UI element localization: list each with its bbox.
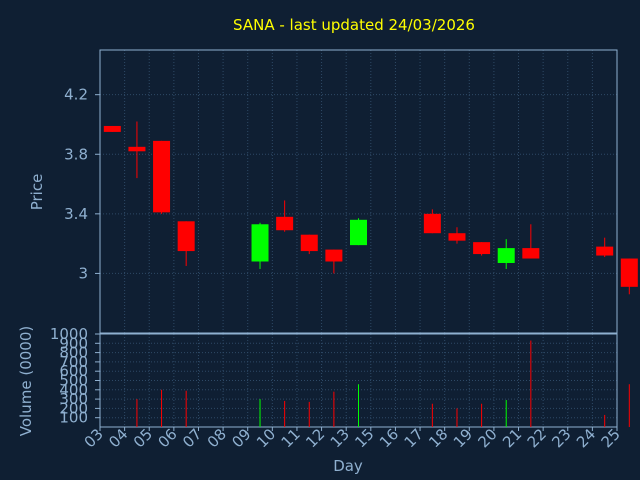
candle-body	[596, 246, 614, 256]
candle-body	[448, 233, 466, 241]
candle-body	[276, 216, 294, 231]
volume-tick-label: 800	[59, 344, 88, 362]
candle-body	[177, 221, 195, 252]
candle-body	[497, 248, 515, 263]
volume-tick-label: 100	[59, 409, 88, 427]
candle-body	[300, 234, 318, 252]
chart-title: SANA - last updated 24/03/2026	[233, 16, 475, 34]
volume-axis-label: Volume (0000)	[17, 326, 35, 436]
candle-body	[522, 248, 540, 259]
volume-tick-label: 500	[59, 372, 88, 390]
volume-tick-label: 400	[59, 381, 88, 399]
candle-body	[128, 146, 146, 152]
volume-tick-label: 300	[59, 390, 88, 408]
candle-body	[620, 258, 638, 287]
candle-body	[325, 249, 343, 262]
price-axis-label: Price	[28, 174, 46, 211]
price-tick-label: 3	[78, 264, 88, 282]
candle-body	[153, 140, 171, 213]
candle-body	[103, 125, 121, 132]
price-plot-frame	[99, 49, 618, 334]
volume-tick-label: 900	[59, 334, 88, 352]
x-axis-label: Day	[333, 457, 363, 475]
price-tick-label: 3.8	[64, 145, 88, 163]
candle-body	[473, 242, 491, 255]
price-panel: 4.2 3.8 3.4 3	[64, 49, 638, 334]
candle-body	[423, 213, 441, 234]
candle-body	[251, 224, 269, 262]
volume-tick-label: 700	[59, 353, 88, 371]
candle-body	[350, 219, 367, 246]
volume-tick-label: 200	[59, 399, 88, 417]
price-tick-label: 4.2	[64, 86, 88, 104]
price-tick-label: 3.4	[64, 205, 88, 223]
volume-tick-label: 1000	[50, 325, 88, 343]
volume-tick-label: 600	[59, 362, 88, 380]
